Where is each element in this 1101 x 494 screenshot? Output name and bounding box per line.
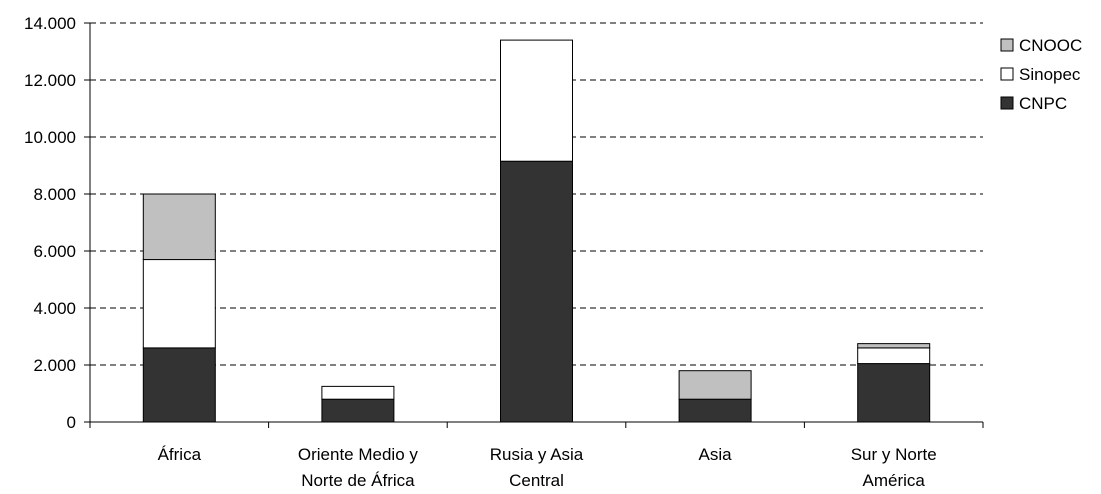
x-category-label: África: [158, 445, 202, 464]
x-category-label: Rusia y Asia Central: [490, 445, 584, 490]
x-category-label-line: Sur y Norte: [851, 445, 937, 464]
y-tick-label: 10.000: [24, 128, 76, 147]
x-category-label: Oriente Medio y Norte de África: [298, 445, 418, 490]
bar-sinopec-sur-y-norte-america: [857, 347, 931, 365]
x-category-label-line: Norte de África: [301, 471, 415, 490]
bar-cnooc-sur-y-norte-america: [857, 343, 931, 349]
x-category-label-line: Central: [509, 471, 564, 490]
gridlines: [90, 22, 983, 366]
y-tick-label: 14.000: [24, 14, 76, 33]
legend-label-cnooc: CNOOC: [1019, 36, 1082, 55]
bar-cnpc-sur-y-norte-america: [857, 363, 931, 423]
y-tick-label: 6.000: [33, 242, 76, 261]
x-category-label: Sur y Norte América: [851, 445, 937, 490]
bars: [142, 39, 931, 423]
y-tick-label: 2.000: [33, 356, 76, 375]
bar-cnpc-africa: [142, 347, 216, 423]
y-tick-label: 12.000: [24, 71, 76, 90]
y-tick-label: 4.000: [33, 299, 76, 318]
x-category-label-line: Asia: [699, 445, 733, 464]
axes: [84, 22, 984, 428]
legend-swatch-cnpc: [1000, 96, 1014, 110]
x-axis-labels: África Oriente Medio y Norte de África Rusi…: [158, 445, 937, 490]
legend-label-cnpc: CNPC: [1019, 94, 1067, 113]
x-category-label-line: Oriente Medio y: [298, 445, 418, 464]
y-axis-ticks: 0 2.000 4.000 6.000 8.000 10.000 12.000 14.000: [24, 14, 76, 432]
bar-cnooc-africa: [142, 193, 216, 261]
bar-sinopec-rusia-y-asia-central: [500, 39, 573, 162]
legend-swatch-cnooc: [1000, 38, 1014, 52]
y-tick-label: 0: [67, 413, 76, 432]
bar-sinopec-oriente-medio-y-norte-de-africa: [321, 385, 395, 400]
bar-cnooc-asia: [678, 370, 752, 400]
bar-sinopec-africa: [142, 259, 216, 349]
x-category-label-line: Rusia y Asia: [490, 445, 584, 464]
y-tick-label: 8.000: [33, 185, 76, 204]
bar-cnpc-rusia-y-asia-central: [500, 160, 573, 423]
x-category-label-line: América: [863, 471, 926, 490]
x-category-label-line: África: [158, 445, 202, 464]
legend-label-sinopec: Sinopec: [1019, 65, 1081, 84]
legend: CNOOC Sinopec CNPC: [1000, 36, 1082, 113]
legend-swatch-sinopec: [1000, 67, 1014, 81]
x-category-label: Asia: [699, 445, 733, 464]
bar-cnpc-asia: [678, 398, 752, 423]
bar-cnpc-oriente-medio-y-norte-de-africa: [321, 398, 395, 423]
